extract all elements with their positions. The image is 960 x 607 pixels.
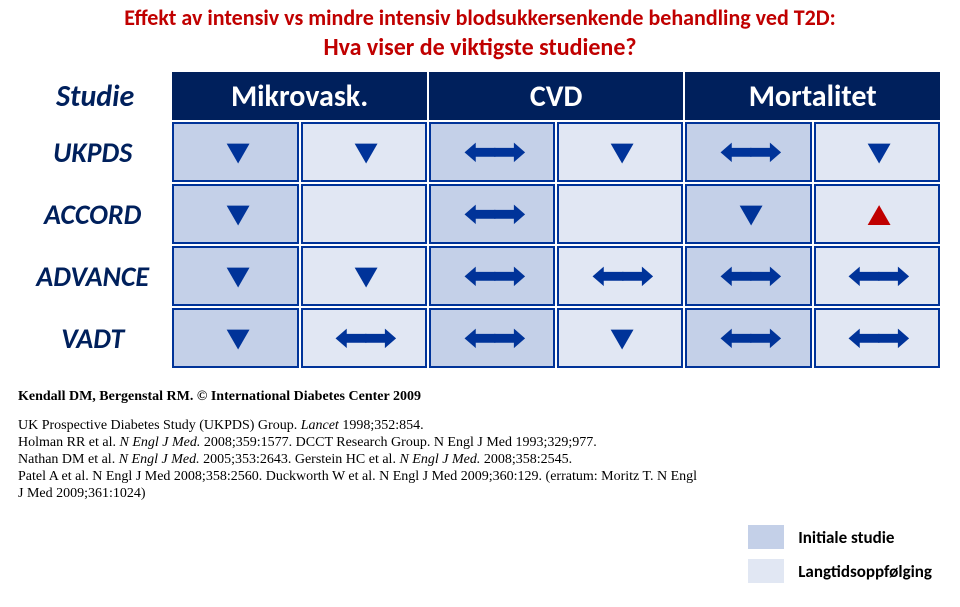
ref-line-3: Holman RR et al. N Engl J Med. 2008;359:… xyxy=(18,434,698,451)
legend-swatch-initial xyxy=(748,525,784,549)
arrow-down-icon: ▼ xyxy=(603,321,637,355)
table-row: ACCORD ▼ ⬅➡ ▼ ▲ xyxy=(20,184,940,244)
arrow-down-icon: ▼ xyxy=(731,197,765,231)
study-name: UKPDS xyxy=(20,122,170,182)
title-line-1: Effekt av intensiv vs mindre intensiv bl… xyxy=(18,4,942,31)
result-cell: ⬅➡ xyxy=(429,246,555,306)
ref-line-4: Nathan DM et al. N Engl J Med. 2005;353:… xyxy=(18,451,698,468)
header-cvd: CVD xyxy=(429,72,684,120)
result-cell: ▼ xyxy=(301,122,427,182)
arrow-down-icon: ▼ xyxy=(218,135,252,169)
result-cell: ▼ xyxy=(172,246,298,306)
result-cell: ⬅➡ xyxy=(429,184,555,244)
result-cell: ▼ xyxy=(557,308,683,368)
legend-label-followup: Langtidsoppfølging xyxy=(798,561,932,582)
table-row: UKPDS ▼ ▼ ⬅➡ ▼ ⬅➡ ▼ xyxy=(20,122,940,182)
arrow-down-icon: ▼ xyxy=(218,321,252,355)
arrow-neutral-icon: ⬅➡ xyxy=(336,321,392,355)
arrow-down-icon: ▼ xyxy=(218,197,252,231)
result-cell: ▼ xyxy=(172,308,298,368)
legend-item-initial: Initiale studie xyxy=(748,525,932,549)
result-cell: ⬅➡ xyxy=(429,308,555,368)
result-cell: ⬅➡ xyxy=(814,246,940,306)
arrow-down-icon: ▼ xyxy=(603,135,637,169)
legend: Initiale studie Langtidsoppfølging xyxy=(748,515,932,593)
arrow-down-icon: ▼ xyxy=(860,135,894,169)
references-block: Kendall DM, Bergenstal RM. © Internation… xyxy=(18,388,698,502)
legend-label-initial: Initiale studie xyxy=(798,527,894,548)
table-row: VADT ▼ ⬅➡ ⬅➡ ▼ ⬅➡ ⬅➡ xyxy=(20,308,940,368)
arrow-neutral-icon: ⬅➡ xyxy=(464,259,520,293)
ref-line-1: Kendall DM, Bergenstal RM. © Internation… xyxy=(18,388,698,405)
result-cell: ⬅➡ xyxy=(301,308,427,368)
arrow-neutral-icon: ⬅➡ xyxy=(464,321,520,355)
result-cell: ⬅➡ xyxy=(685,246,811,306)
result-cell: ▼ xyxy=(814,122,940,182)
result-cell xyxy=(301,184,427,244)
table-header-row: Studie Mikrovask. CVD Mortalitet xyxy=(20,72,940,120)
table-row: ADVANCE ▼ ▼ ⬅➡ ⬅➡ ⬅➡ ⬅➡ xyxy=(20,246,940,306)
result-cell: ⬅➡ xyxy=(685,122,811,182)
study-name: VADT xyxy=(20,308,170,368)
result-cell: ▼ xyxy=(557,122,683,182)
arrow-up-icon: ▲ xyxy=(860,197,894,231)
header-mikrovask: Mikrovask. xyxy=(172,72,427,120)
arrow-neutral-icon: ⬅➡ xyxy=(592,259,648,293)
arrow-neutral-icon: ⬅➡ xyxy=(720,135,776,169)
ref-line-2: UK Prospective Diabetes Study (UKPDS) Gr… xyxy=(18,417,698,434)
arrow-down-icon: ▼ xyxy=(347,135,381,169)
arrow-down-icon: ▼ xyxy=(347,259,381,293)
arrow-down-icon: ▼ xyxy=(218,259,252,293)
result-cell: ▼ xyxy=(172,122,298,182)
result-cell: ▼ xyxy=(172,184,298,244)
result-cell: ⬅➡ xyxy=(557,246,683,306)
arrow-neutral-icon: ⬅➡ xyxy=(720,259,776,293)
arrow-neutral-icon: ⬅➡ xyxy=(464,197,520,231)
result-cell: ⬅➡ xyxy=(685,308,811,368)
result-cell: ▼ xyxy=(685,184,811,244)
arrow-neutral-icon: ⬅➡ xyxy=(720,321,776,355)
arrow-neutral-icon: ⬅➡ xyxy=(849,259,905,293)
studies-table: Studie Mikrovask. CVD Mortalitet UKPDS ▼ ▼… xyxy=(18,70,942,370)
result-cell xyxy=(557,184,683,244)
title-line-2: Hva viser de viktigste studiene? xyxy=(18,33,942,62)
header-mortalitet: Mortalitet xyxy=(685,72,940,120)
ref-line-5: Patel A et al. N Engl J Med 2008;358:256… xyxy=(18,468,698,502)
study-name: ADVANCE xyxy=(20,246,170,306)
legend-swatch-followup xyxy=(748,559,784,583)
result-cell: ▲ xyxy=(814,184,940,244)
result-cell: ⬅➡ xyxy=(429,122,555,182)
legend-item-followup: Langtidsoppfølging xyxy=(748,559,932,583)
arrow-neutral-icon: ⬅➡ xyxy=(464,135,520,169)
study-name: ACCORD xyxy=(20,184,170,244)
result-cell: ⬅➡ xyxy=(814,308,940,368)
arrow-neutral-icon: ⬅➡ xyxy=(849,321,905,355)
result-cell: ▼ xyxy=(301,246,427,306)
table-corner: Studie xyxy=(20,72,170,120)
